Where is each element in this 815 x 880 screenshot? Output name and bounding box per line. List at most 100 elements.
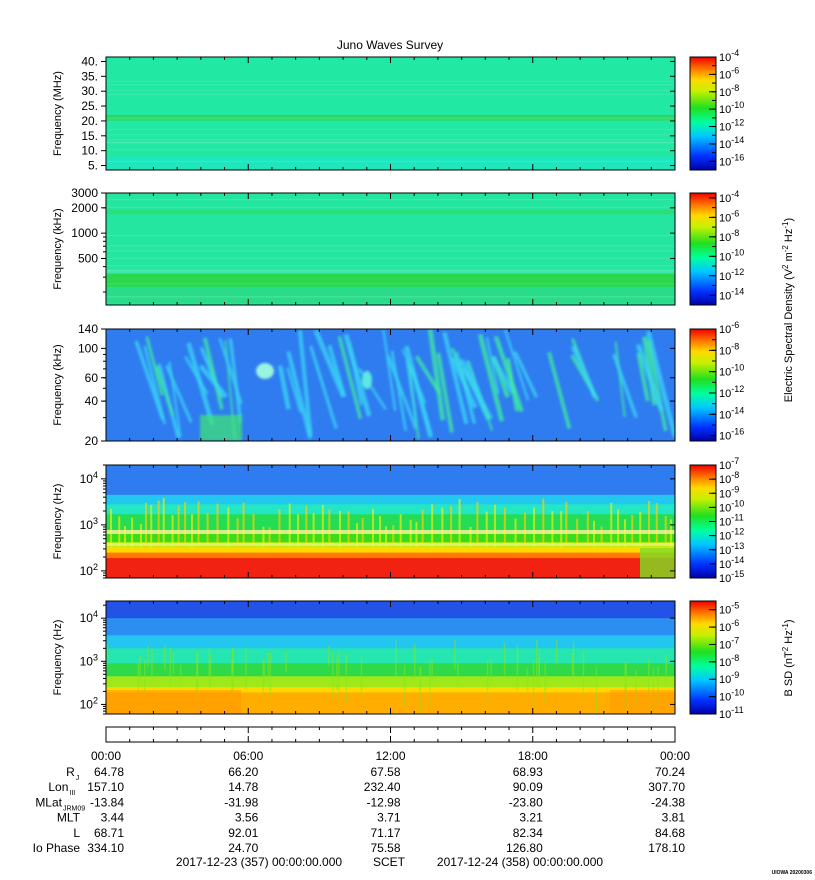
texture-mark [419, 666, 421, 712]
colorbar-tick-label: 10-10 [719, 247, 744, 263]
noise-line [106, 161, 675, 163]
texture-mark [328, 645, 330, 667]
emission-blob [256, 363, 274, 379]
spike [328, 509, 331, 548]
spike [162, 498, 165, 548]
intensity-band [106, 547, 675, 554]
panel-3: 140 100 60 40 20 Frequency (kHz) [52, 322, 676, 448]
colorbar-tick-label: 10-6 [719, 618, 739, 634]
texture-mark [164, 645, 166, 671]
start-time: 2017-12-23 (357) 00:00:00.000 [176, 855, 342, 869]
texture-mark [429, 659, 431, 707]
noise-line [106, 270, 675, 272]
spike [216, 503, 219, 548]
colorbar-tick-label: 10-7 [719, 635, 739, 651]
spike [338, 510, 341, 548]
spike [415, 521, 418, 548]
time-tick-label: 12:00 [375, 749, 405, 763]
colorbar-gradient [689, 56, 717, 171]
colorbar-tick-label: 10-12 [719, 267, 744, 283]
panel-1: 40.35.30.25.20.15.10.5. Frequency (MHz) [52, 54, 676, 173]
ephemeris-value: 3.44 [101, 811, 125, 825]
streak [411, 367, 432, 434]
streak [465, 360, 487, 410]
colorbar-tick-label: 10-13 [719, 541, 744, 557]
colorbar-tick-label: 10-10 [719, 498, 744, 514]
intensity-band [106, 648, 675, 664]
spike [485, 511, 488, 548]
ephemeris-value: 70.24 [655, 765, 685, 779]
streak [168, 361, 182, 438]
texture-mark [625, 661, 627, 709]
y-axis-label: Frequency (kHz) [52, 344, 64, 425]
spike [476, 502, 479, 548]
spectrogram-3 [106, 329, 675, 441]
noise-line [106, 234, 675, 236]
texture-mark [486, 660, 489, 706]
ephemeris-value: 3.81 [662, 811, 686, 825]
texture-mark [419, 667, 422, 689]
y-axis-label: Frequency (kHz) [52, 208, 64, 289]
intensity-band [106, 687, 675, 693]
noise-line [106, 142, 675, 144]
texture-mark [338, 650, 340, 700]
y-tick-label: 40. [81, 54, 98, 68]
intensity-band [106, 494, 675, 505]
chorus-spikes [106, 498, 675, 578]
texture-mark [196, 652, 198, 694]
spike [469, 526, 472, 548]
colorbar-tick-label: 10-10 [719, 688, 744, 704]
colorbar-tick-label: 10-14 [719, 135, 744, 151]
time-tick-label: 00:00 [660, 749, 690, 763]
ephemeris-value: 157.10 [87, 780, 124, 794]
magnetic-colorbar-label: B SD (nT2 Hz-1) [781, 620, 795, 697]
spike [227, 507, 230, 548]
texture-mark [647, 660, 650, 697]
ephemeris-value: 90.09 [513, 780, 543, 794]
ephemeris-row: R J 64.78 66.20 67.58 68.93 70.24 [66, 765, 685, 782]
texture-mark [172, 652, 175, 674]
noise-line [106, 89, 675, 91]
noise-line [106, 296, 675, 298]
y-tick-label: 103 [80, 516, 98, 532]
ephemeris-table: R J 64.78 66.20 67.58 68.93 70.24 Lon III 157.10 1… [33, 765, 686, 855]
texture-mark [137, 662, 140, 694]
ephemeris-value: 64.78 [94, 765, 124, 779]
emission-blob [362, 371, 372, 389]
spike [551, 510, 554, 548]
spike [139, 524, 142, 548]
noise-line [106, 271, 675, 273]
spike [565, 502, 568, 548]
ephemeris-label: MLat [35, 795, 62, 809]
colorbar-4: 10-710-810-910-1010-1110-1210-1310-1410-… [689, 456, 744, 585]
ephemeris-value: -23.80 [509, 795, 543, 809]
y-tick-label: 100 [78, 341, 98, 355]
noise-line [106, 272, 675, 274]
streak [297, 330, 313, 436]
ephemeris-value: 14.78 [228, 780, 258, 794]
quiet-patch [640, 548, 675, 578]
spectrogram-5 [106, 601, 675, 714]
texture-mark [209, 654, 212, 688]
noise-line [106, 250, 675, 252]
ephemeris-row: L 68.71 92.01 71.17 82.34 84.68 [73, 826, 685, 840]
streak [390, 350, 408, 432]
bfield-texture [106, 640, 675, 714]
electric-colorbar-label: Electric Spectral Density (V2 m-2 Hz-1) [781, 218, 795, 402]
streak [503, 329, 530, 401]
watermark: UIOWA 20200306 [772, 870, 813, 876]
texture-mark [106, 643, 109, 667]
y-tick-label: 10. [81, 144, 98, 158]
colorbar-tick-label: 10-8 [719, 341, 739, 357]
colorbar-tick-label: 10-15 [719, 569, 744, 585]
streak [327, 344, 347, 398]
colorbar-gradient [689, 600, 717, 715]
end-time: 2017-12-24 (358) 00:00:00.000 [437, 855, 603, 869]
time-axis: 00:00 06:00 12:00 18:00 00:00 [91, 726, 690, 763]
streak [143, 345, 167, 425]
ephemeris-row: Io Phase 334.10 24.70 75.58 126.80 178.10 [33, 841, 686, 855]
texture-mark [208, 648, 211, 685]
texture-mark [454, 640, 456, 670]
ephemeris-value: 66.20 [228, 765, 258, 779]
spike [647, 501, 650, 548]
